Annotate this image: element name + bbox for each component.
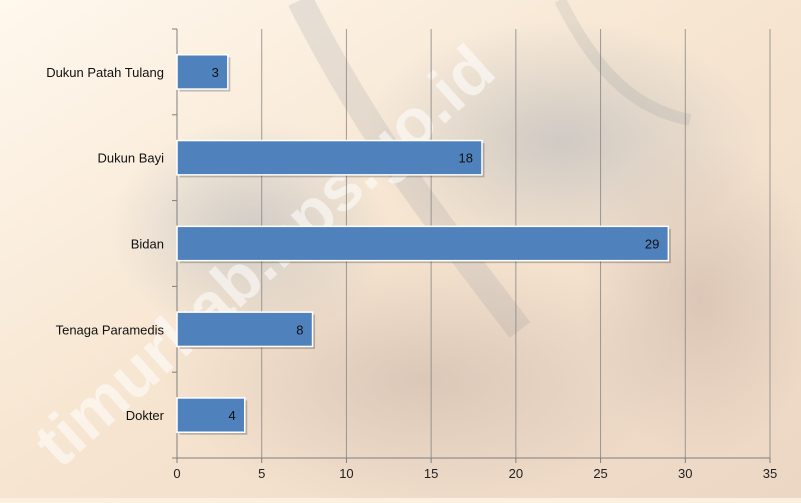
data-label: 3 [212,65,219,80]
category-label: Dokter [126,408,165,423]
bar-tenaga-paramedis [176,311,314,348]
bar-dokter [176,397,246,434]
category-label: Tenaga Paramedis [56,322,165,337]
data-label: 4 [229,408,236,423]
category-label: Bidan [131,237,164,252]
x-tick-label: 0 [173,466,180,481]
bar-dukun-patah-tulang [176,53,229,90]
x-tick-label: 15 [424,466,438,481]
x-tick-label: 25 [593,466,607,481]
bar-dukun-bayi [176,139,483,176]
bars [176,53,671,435]
x-tick-label: 10 [339,466,353,481]
x-tick-label: 20 [509,466,523,481]
category-label: Dukun Patah Tulang [46,65,164,80]
x-tick-label: 5 [258,466,265,481]
data-label: 8 [296,322,303,337]
x-tick-label: 30 [678,466,692,481]
data-label: 18 [459,151,473,166]
x-tick-label: 35 [763,466,777,481]
data-label: 29 [645,237,659,252]
labels: 0 5 10 15 20 25 30 35 3 Dukun Patah Tulang 18 Dukun… [46,65,777,481]
category-label: Dukun Bayi [98,151,165,166]
bar-bidan [176,225,670,262]
